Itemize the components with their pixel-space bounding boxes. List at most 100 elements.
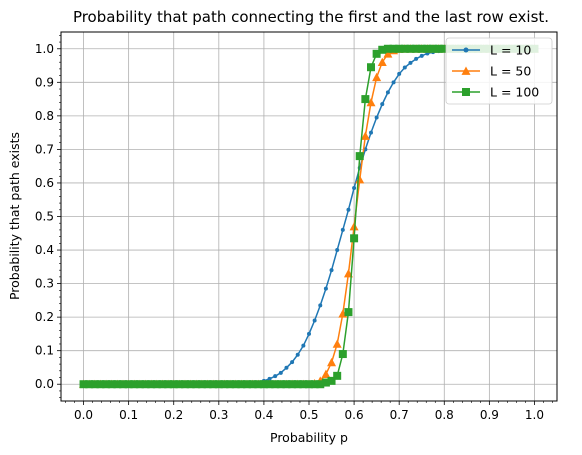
data-point — [226, 380, 235, 389]
legend-marker — [462, 88, 470, 96]
data-point — [130, 380, 139, 389]
data-point — [278, 370, 283, 375]
x-tick-label: 0.9 — [480, 408, 499, 422]
data-point — [391, 80, 396, 85]
data-point — [385, 90, 390, 95]
data-point — [406, 44, 415, 53]
data-point — [158, 380, 167, 389]
x-axis-title: Probability p — [270, 430, 348, 445]
data-point — [327, 357, 337, 367]
legend-label: L = 10 — [490, 43, 531, 58]
x-tick-label: 1.0 — [525, 408, 544, 422]
data-point — [434, 44, 443, 53]
y-tick-label: 0.1 — [35, 344, 54, 358]
data-point — [310, 380, 319, 389]
data-point — [329, 268, 334, 273]
data-point — [85, 380, 94, 389]
data-point — [284, 365, 289, 370]
data-point — [338, 350, 347, 359]
data-point — [214, 380, 223, 389]
y-tick-label: 0.8 — [35, 109, 54, 123]
data-point — [361, 95, 370, 104]
y-tick-label: 0.0 — [35, 377, 54, 391]
data-point — [417, 44, 426, 53]
data-point — [321, 369, 331, 378]
legend-marker — [463, 47, 469, 53]
data-point — [372, 72, 382, 82]
data-point — [203, 380, 212, 389]
legend-label: L = 100 — [490, 85, 539, 100]
x-tick-label: 0.1 — [119, 408, 138, 422]
data-point — [181, 380, 189, 389]
data-point — [124, 380, 133, 389]
data-point — [197, 380, 206, 389]
data-point — [113, 380, 122, 389]
data-point — [318, 303, 323, 308]
data-point — [282, 380, 291, 389]
data-point — [335, 248, 340, 253]
data-point — [327, 376, 336, 385]
data-point — [96, 380, 105, 389]
data-point — [333, 371, 342, 380]
data-point — [344, 308, 353, 317]
data-point — [440, 44, 449, 53]
data-point — [186, 380, 195, 389]
data-point — [295, 352, 300, 357]
y-tick-label: 0.4 — [35, 243, 54, 257]
data-point — [389, 44, 398, 53]
data-point — [237, 380, 246, 389]
data-point — [372, 49, 381, 58]
data-point — [367, 63, 375, 72]
data-point — [254, 380, 263, 389]
x-tick-label: 0.2 — [164, 408, 183, 422]
data-point — [374, 115, 379, 120]
data-point — [346, 207, 351, 212]
data-point — [175, 380, 184, 389]
data-point — [369, 130, 373, 135]
data-point — [366, 97, 376, 107]
data-point — [378, 45, 387, 54]
y-tick-label: 0.5 — [35, 210, 54, 224]
x-tick-label: 0.7 — [390, 408, 409, 422]
data-point — [340, 227, 345, 232]
data-point — [350, 234, 359, 243]
x-tick-label: 0.3 — [209, 408, 228, 422]
data-point — [408, 60, 413, 65]
data-point — [355, 152, 364, 161]
data-point — [220, 380, 229, 389]
data-point — [429, 44, 437, 53]
x-tick-label: 0.4 — [254, 408, 273, 422]
data-point — [102, 380, 111, 389]
data-point — [293, 380, 302, 389]
data-point — [265, 380, 274, 389]
data-point — [402, 65, 407, 70]
data-point — [423, 44, 432, 53]
data-point — [301, 343, 306, 348]
data-point — [323, 286, 328, 291]
data-point — [259, 380, 268, 389]
data-point — [299, 380, 308, 389]
data-point — [305, 380, 313, 389]
legend: L = 10 L = 50 L = 100 — [445, 37, 553, 105]
data-point — [248, 380, 257, 389]
data-point — [119, 380, 127, 389]
y-tick-label: 0.6 — [35, 176, 54, 190]
legend-label: L = 50 — [490, 64, 531, 79]
data-point — [360, 131, 370, 140]
data-point — [307, 331, 311, 336]
data-point — [332, 339, 342, 348]
data-point — [352, 185, 357, 190]
data-point — [147, 380, 156, 389]
legend-box — [445, 37, 553, 105]
data-point — [90, 380, 99, 389]
y-tick-label: 0.9 — [35, 75, 54, 89]
data-point — [79, 380, 88, 389]
data-point — [273, 374, 278, 379]
x-tick-label: 0.5 — [299, 408, 318, 422]
data-point — [380, 102, 385, 107]
data-point — [276, 380, 285, 389]
data-point — [209, 380, 218, 389]
data-point — [412, 44, 421, 53]
x-tick-label: 0.8 — [435, 408, 454, 422]
data-point — [164, 380, 173, 389]
